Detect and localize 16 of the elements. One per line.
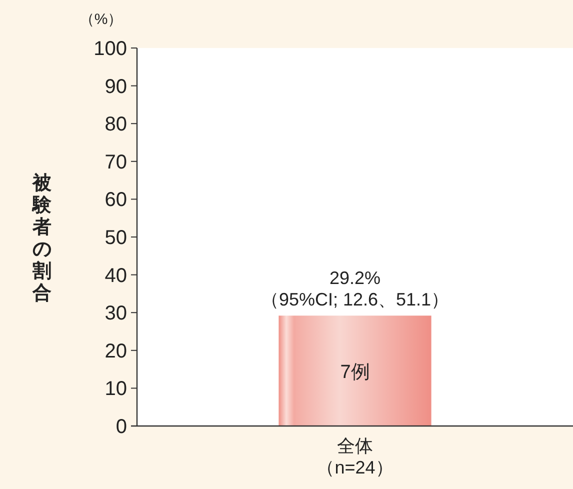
tick: 40	[104, 264, 127, 287]
tick: 50	[104, 227, 127, 249]
tick: 20	[104, 340, 127, 362]
tick: 70	[104, 151, 127, 174]
value-label: 29.2% （95%CI; 12.6、51.1）	[260, 268, 450, 310]
tick: 80	[104, 114, 127, 136]
category: 全体（n=24）	[316, 436, 394, 478]
ylabel: 被験者の割合	[32, 173, 52, 304]
tick: 30	[104, 302, 127, 325]
tick: 100	[94, 38, 127, 60]
tick: 10	[104, 378, 127, 400]
annotation: （%）	[79, 11, 123, 28]
tick: 0	[116, 416, 127, 438]
tick: 90	[104, 76, 127, 98]
annotation: 7例	[340, 362, 370, 383]
tick: 60	[104, 189, 127, 212]
